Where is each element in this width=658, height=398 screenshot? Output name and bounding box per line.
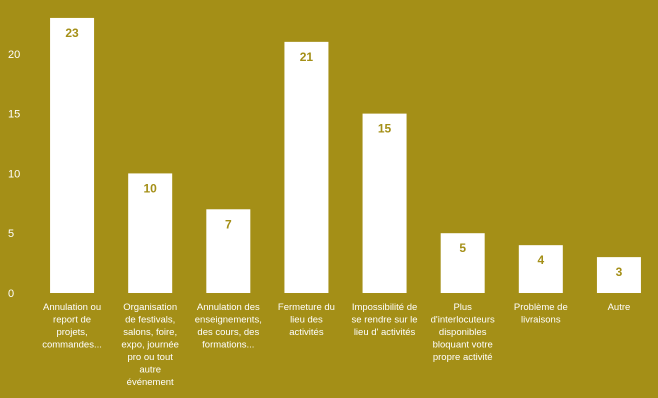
y-tick-label: 15 (8, 109, 20, 121)
category-label-line: Organisation (123, 302, 177, 313)
data-label: 3 (616, 265, 623, 279)
data-label: 7 (225, 217, 232, 231)
data-label: 10 (144, 181, 158, 195)
category-label-line: projets, (56, 327, 87, 338)
category-label: Impossibilité de se rendre sur le lieu d' … (352, 302, 418, 338)
category-label-line: report de (53, 315, 91, 326)
category-label-line: Annulation des (197, 302, 260, 313)
y-tick-label: 20 (8, 49, 20, 61)
category-label-line: se rendre sur le (352, 315, 418, 326)
data-label: 21 (300, 50, 314, 64)
category-label-line: expo, journée (121, 340, 179, 351)
category-label-line: commandes... (42, 340, 102, 351)
category-label-line: Annulation ou (43, 302, 101, 313)
category-label: Autre (608, 302, 631, 313)
data-label: 4 (537, 253, 544, 267)
bar (440, 233, 485, 293)
category-label-line: des cours, des (197, 327, 259, 338)
data-label: 5 (459, 241, 466, 255)
data-label: 23 (65, 26, 79, 40)
bar (362, 113, 407, 293)
category-label-line: lieu des (290, 315, 323, 326)
category-label: Plus d'interlocuteurs disponibles bloquant … (431, 302, 495, 363)
category-label-line: Fermeture du (278, 302, 335, 313)
bar (518, 245, 563, 293)
category-label-line: événement (127, 377, 174, 388)
category-label-line: enseignements, (195, 315, 262, 326)
y-tick-label: 10 (8, 168, 20, 180)
category-label-line: formations... (202, 340, 254, 351)
bar (206, 209, 251, 293)
category-label-line: pro ou tout (127, 352, 173, 363)
bar (284, 41, 329, 293)
category-label-line: Problème de (514, 302, 568, 313)
category-label-line: autre (139, 365, 161, 376)
category-label-line: activités (289, 327, 324, 338)
bar (50, 17, 95, 293)
bar (596, 257, 641, 293)
category-label-line: disponibles (439, 327, 487, 338)
data-label: 15 (378, 122, 392, 136)
category-label-line: Impossibilité de (352, 302, 417, 313)
bars: 23 10 7 21 15 5 4 3 (50, 17, 641, 293)
category-label-line: Plus (453, 302, 472, 313)
category-label: Annulation des enseignements, des cours, d… (195, 302, 262, 351)
category-label-line: lieu d' activités (354, 327, 416, 338)
category-label-line: Autre (608, 302, 631, 313)
y-tick-label: 0 (8, 288, 14, 300)
category-label: Annulation ou report de projets, commandes.… (42, 302, 102, 351)
category-label-line: d'interlocuteurs (431, 315, 495, 326)
category-label: Problème de livraisons (514, 302, 568, 326)
category-label-line: livraisons (521, 315, 561, 326)
x-axis: Annulation ou report de projets, commandes.… (42, 302, 630, 388)
category-label: Organisation de festivals, salons, foire, e… (121, 302, 179, 388)
category-label-line: propre activité (433, 352, 493, 363)
category-label: Fermeture du lieu des activités (278, 302, 335, 338)
y-axis: 0 5 10 15 20 (8, 49, 20, 300)
category-label-line: salons, foire, (123, 327, 177, 338)
category-label-line: bloquant votre (433, 340, 493, 351)
y-tick-label: 5 (8, 228, 14, 240)
category-label-line: de festivals, (125, 315, 175, 326)
bar (128, 173, 173, 293)
